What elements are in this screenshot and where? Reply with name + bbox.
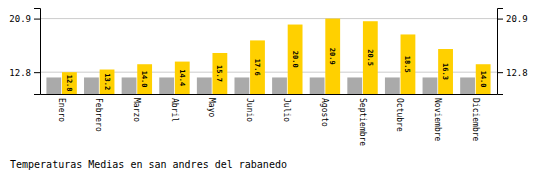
data-label: 20.9 xyxy=(328,48,336,65)
x-tick-label: Enero xyxy=(57,98,66,122)
y-axis: 12.8 20.9 xyxy=(9,9,40,95)
x-tick: Marzo xyxy=(132,94,141,122)
bar xyxy=(46,77,61,94)
x-tick-label: Diciembre xyxy=(471,98,480,142)
grid-line xyxy=(40,18,497,19)
x-tick-label: Septiembre xyxy=(358,98,367,146)
bar xyxy=(288,25,303,94)
y2-axis: 12.8 20.9 xyxy=(497,9,528,95)
bar xyxy=(175,62,190,94)
data-labels: 12.8 13.2 14.0 14.4 15.7 17.6 20.0 20.9 20.5 18.5… xyxy=(65,48,487,92)
grid xyxy=(40,19,497,73)
y2-tick-mark xyxy=(497,72,503,73)
x-tick-label: Febrero xyxy=(94,98,103,132)
y2-tick: 12.8 xyxy=(497,68,528,78)
data-label: 14.0 xyxy=(140,71,148,88)
x-tick-label: Julio xyxy=(283,98,292,122)
data-label: 17.6 xyxy=(253,59,261,76)
bar xyxy=(137,64,152,94)
bar xyxy=(476,64,491,94)
y2-axis-line xyxy=(498,9,504,95)
bar xyxy=(385,77,400,94)
y-tick-mark xyxy=(34,19,40,20)
title: Temperaturas Medias en san andres del ra… xyxy=(10,159,287,170)
data-label: 13.2 xyxy=(103,73,111,90)
x-tick: Febrero xyxy=(94,94,103,132)
bars xyxy=(46,19,490,94)
data-label: 12.8 xyxy=(65,75,73,92)
bar xyxy=(310,77,325,94)
y-tick: 12.8 xyxy=(9,68,40,78)
data-label: 14.0 xyxy=(479,71,487,88)
bar-series xyxy=(62,19,491,94)
chart: 12.8 13.2 14.0 14.4 15.7 17.6 20.0 20.9 20.5 18.5… xyxy=(0,0,537,174)
y-tick-label: 12.8 xyxy=(9,68,31,78)
bar xyxy=(460,77,475,94)
x-tick: Mayo xyxy=(207,94,216,117)
x-tick-label: Abril xyxy=(170,98,179,122)
bar xyxy=(423,77,438,94)
x-tick: Abril xyxy=(170,94,179,122)
y-tick: 20.9 xyxy=(9,14,40,24)
bar xyxy=(325,19,340,94)
x-tick: Julio xyxy=(283,94,292,122)
data-label: 18.5 xyxy=(403,56,411,73)
data-label: 14.4 xyxy=(178,69,186,86)
bar xyxy=(363,21,378,94)
bar xyxy=(84,77,99,94)
data-label: 20.5 xyxy=(366,49,374,66)
bar xyxy=(62,72,77,94)
bar xyxy=(438,49,453,94)
x-tick-label: Junio xyxy=(245,98,254,122)
x-axis-line xyxy=(41,94,498,95)
bar xyxy=(212,53,227,94)
bar xyxy=(122,77,137,94)
bar xyxy=(234,77,249,94)
x-tick: Agosto xyxy=(320,94,329,127)
x-tick: Diciembre xyxy=(471,94,480,142)
x-tick: Octubre xyxy=(395,94,404,132)
bar xyxy=(100,70,115,94)
y-tick-mark xyxy=(34,72,40,73)
bar xyxy=(347,77,362,94)
data-label: 15.7 xyxy=(215,65,223,82)
y-axis-line xyxy=(34,9,41,95)
bar xyxy=(272,77,287,94)
data-label: 20.0 xyxy=(291,51,299,68)
bar xyxy=(197,77,212,94)
x-axis: Enero Febrero Marzo Abril Mayo Junio Julio Agos… xyxy=(41,94,498,146)
x-tick: Noviembre xyxy=(433,94,442,142)
x-tick-label: Marzo xyxy=(132,98,141,122)
y-tick-label: 20.9 xyxy=(9,14,31,24)
y2-tick-mark xyxy=(497,19,503,20)
bar xyxy=(250,40,265,94)
x-tick: Junio xyxy=(245,94,254,122)
x-tick-label: Mayo xyxy=(207,98,216,117)
y2-tick: 20.9 xyxy=(497,14,528,24)
x-tick: Enero xyxy=(57,94,66,122)
x-tick-label: Agosto xyxy=(320,98,329,127)
x-tick-label: Octubre xyxy=(395,98,404,132)
y2-tick-label: 12.8 xyxy=(506,68,528,78)
x-tick: Septiembre xyxy=(358,94,367,146)
bar xyxy=(401,34,416,94)
plot: 12.8 13.2 14.0 14.4 15.7 17.6 20.0 20.9 20.5 18.5… xyxy=(9,9,527,157)
x-tick-label: Noviembre xyxy=(433,98,442,142)
data-label: 16.3 xyxy=(441,63,449,80)
bar xyxy=(159,77,174,94)
y2-tick-label: 20.9 xyxy=(506,14,528,24)
